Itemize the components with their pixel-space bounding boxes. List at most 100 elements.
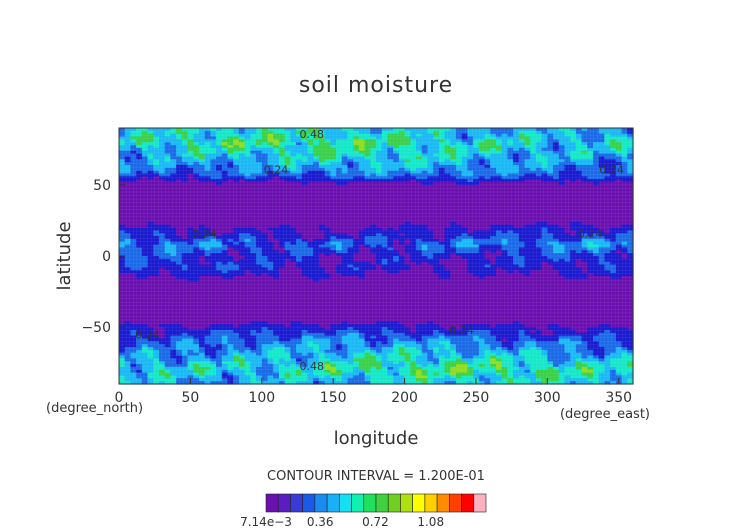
field-cell <box>273 244 280 249</box>
field-cell <box>119 250 126 254</box>
field-cell <box>604 230 611 234</box>
field-cell <box>353 227 360 231</box>
field-cell <box>444 153 451 158</box>
field-cell <box>404 190 411 195</box>
field-cell <box>158 184 166 189</box>
field-cell <box>478 159 486 163</box>
field-cell <box>370 230 377 234</box>
field-cell <box>495 187 503 192</box>
field-cell <box>433 236 440 240</box>
field-cell <box>313 264 320 268</box>
field-cell <box>261 167 269 172</box>
field-cell <box>290 182 297 186</box>
field-cell <box>621 216 628 220</box>
field-cell <box>513 224 520 229</box>
field-cell <box>593 176 600 180</box>
field-cell <box>147 275 154 280</box>
field-cell <box>541 179 548 183</box>
field-cell <box>358 173 366 177</box>
field-cell <box>381 213 389 217</box>
field-cell <box>256 190 263 195</box>
field-cell <box>193 207 200 212</box>
field-cell <box>530 210 537 214</box>
field-cell <box>530 267 537 271</box>
field-cell <box>381 133 389 138</box>
field-cell <box>598 221 606 226</box>
field-cell <box>204 219 211 223</box>
field-cell <box>610 162 617 166</box>
field-cell <box>404 278 411 283</box>
field-cell <box>404 207 411 212</box>
field-cell <box>130 145 137 149</box>
field-cell <box>490 196 497 200</box>
field-cell <box>575 247 583 251</box>
field-cell <box>176 253 183 257</box>
field-cell <box>250 261 257 266</box>
field-cell <box>324 190 331 195</box>
field-cell <box>347 219 354 223</box>
field-cell <box>381 162 389 166</box>
field-cell <box>170 182 177 186</box>
field-cell <box>353 224 360 229</box>
field-cell <box>290 270 297 274</box>
field-cell <box>473 253 480 257</box>
field-cell <box>421 236 428 240</box>
field-cell <box>541 147 548 152</box>
field-cell <box>119 193 126 197</box>
field-cell <box>336 167 343 172</box>
field-cell <box>461 244 468 249</box>
field-cell <box>604 164 611 169</box>
field-cell <box>547 164 554 169</box>
field-cell <box>181 219 189 223</box>
field-cell <box>278 244 286 249</box>
field-cell <box>233 284 240 288</box>
field-cell <box>130 193 137 197</box>
field-cell <box>353 156 360 160</box>
field-cell <box>353 136 360 140</box>
field-cell <box>147 159 154 163</box>
field-cell <box>421 233 428 237</box>
field-cell <box>284 164 291 169</box>
field-cell <box>358 247 366 251</box>
field-cell <box>484 201 491 206</box>
field-cell <box>290 150 297 155</box>
field-cell <box>267 145 274 149</box>
field-cell <box>341 210 349 214</box>
field-cell <box>244 187 251 192</box>
field-cell <box>204 142 211 146</box>
field-cell <box>410 275 417 280</box>
field-cell <box>227 241 234 246</box>
field-cell <box>353 256 360 260</box>
field-cell <box>187 147 194 152</box>
field-cell <box>415 162 423 166</box>
field-cell <box>587 147 594 152</box>
field-cell <box>473 201 480 206</box>
field-cell <box>227 170 234 175</box>
field-cell <box>119 227 126 231</box>
field-cell <box>119 133 126 138</box>
field-cell <box>210 145 217 149</box>
field-cell <box>244 176 251 180</box>
field-cell <box>575 253 583 257</box>
field-cell <box>478 278 486 283</box>
field-cell <box>581 233 588 237</box>
field-cell <box>336 190 343 195</box>
field-cell <box>507 167 514 172</box>
field-cell <box>381 193 389 197</box>
field-cell <box>507 139 514 143</box>
field-cell <box>524 170 531 175</box>
field-cell <box>256 233 263 237</box>
field-cell <box>615 182 623 186</box>
field-cell <box>221 193 229 197</box>
field-cell <box>427 281 434 286</box>
field-cell <box>535 213 543 217</box>
field-cell <box>427 270 434 274</box>
field-cell <box>204 150 211 155</box>
field-cell <box>198 170 206 175</box>
field-cell <box>267 236 274 240</box>
field-cell <box>621 179 628 183</box>
field-cell <box>444 256 451 260</box>
field-cell <box>541 244 548 249</box>
field-cell <box>593 170 600 175</box>
field-cell <box>513 244 520 249</box>
